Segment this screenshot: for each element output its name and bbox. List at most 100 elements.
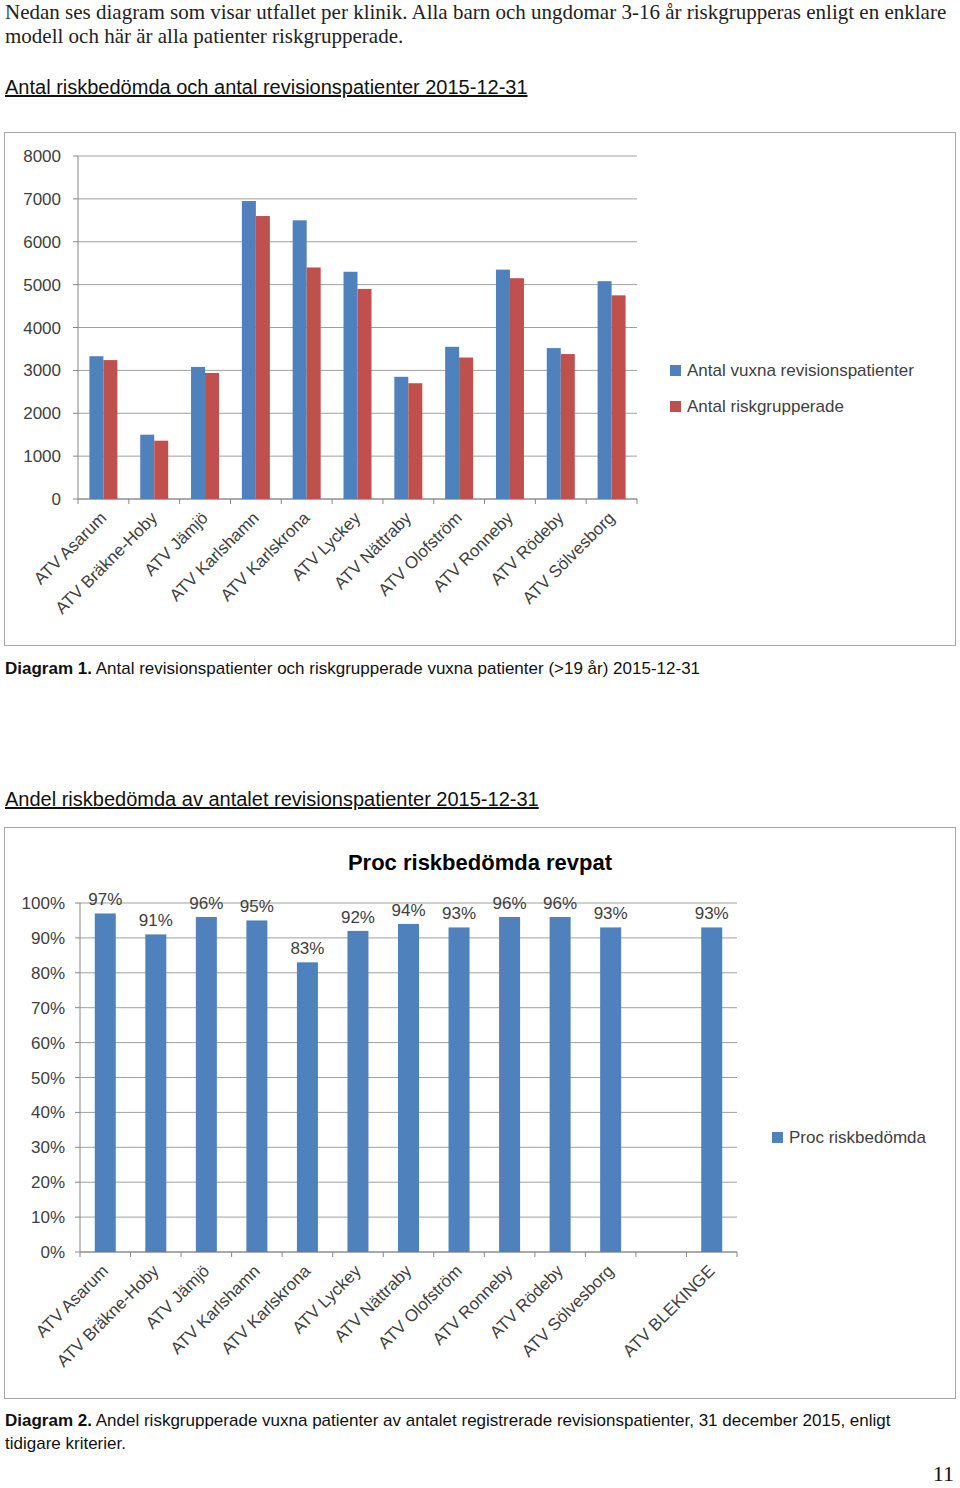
y-tick — [75, 972, 80, 973]
y-tick — [73, 198, 78, 199]
bar — [103, 360, 117, 499]
y-tick — [75, 937, 80, 938]
bar — [347, 931, 368, 1252]
y-tick — [75, 1042, 80, 1043]
bar — [449, 927, 470, 1252]
y-tick — [75, 1007, 80, 1008]
bar — [550, 917, 571, 1252]
bar — [445, 347, 459, 499]
x-tick — [585, 1252, 586, 1257]
y-tick — [73, 241, 78, 242]
caption-text: Andel riskgrupperade vuxna patienter av … — [5, 1411, 891, 1453]
bar — [459, 358, 473, 499]
data-label: 93% — [594, 904, 628, 923]
x-tick-label: ATV BLEKINGE — [619, 1261, 718, 1360]
y-tick — [75, 1112, 80, 1113]
x-tick — [686, 1252, 687, 1257]
bar — [344, 272, 358, 499]
caption: Diagram 1. Antal revisionspatienter och … — [5, 657, 950, 680]
x-tick-label: ATV Sölvesborg — [519, 508, 618, 607]
x-tick-label: ATV Karlshamn — [167, 1261, 264, 1358]
bar — [307, 267, 321, 499]
y-tick — [73, 156, 78, 157]
data-label: 91% — [139, 911, 173, 930]
x-tick — [382, 499, 383, 504]
x-tick — [130, 1252, 131, 1257]
y-tick-label: 70% — [31, 999, 65, 1018]
x-tick — [179, 499, 180, 504]
y-tick — [73, 413, 78, 414]
y-tick-label: 1000 — [23, 447, 61, 466]
grid-line — [78, 198, 637, 199]
bar — [293, 220, 307, 499]
x-tick-label: ATV Karlskrona — [218, 1261, 315, 1358]
y-tick-label: 5000 — [23, 276, 61, 295]
y-tick-label: 100% — [22, 894, 65, 913]
data-label: 96% — [493, 894, 527, 913]
bar — [547, 348, 561, 499]
y-axis — [78, 156, 79, 499]
y-tick — [75, 1217, 80, 1218]
y-tick — [75, 1182, 80, 1183]
y-tick-label: 0% — [40, 1243, 65, 1262]
y-tick — [73, 456, 78, 457]
grid-line — [78, 241, 637, 242]
y-tick-label: 0 — [52, 490, 61, 509]
x-tick — [433, 499, 434, 504]
legend-swatch — [772, 1132, 783, 1143]
x-tick — [80, 1252, 81, 1257]
y-tick — [73, 327, 78, 328]
y-tick-label: 20% — [31, 1173, 65, 1192]
bar — [242, 201, 256, 499]
x-tick — [737, 1252, 738, 1257]
data-label: 92% — [341, 908, 375, 927]
bar — [408, 383, 422, 499]
y-tick-label: 10% — [31, 1208, 65, 1227]
data-label: 96% — [543, 894, 577, 913]
intro-text: Nedan ses diagram som visar utfallet per… — [5, 0, 950, 48]
x-tick — [586, 499, 587, 504]
page-number: 11 — [933, 1462, 954, 1486]
bar — [140, 435, 154, 499]
x-tick — [635, 1252, 636, 1257]
x-tick-label: ATV Karlshamn — [166, 508, 263, 605]
bar — [600, 927, 621, 1252]
y-tick — [75, 903, 80, 904]
bar — [561, 354, 575, 499]
caption-text: Antal revisionspatienter och riskgrupper… — [96, 659, 700, 678]
x-tick — [282, 1252, 283, 1257]
y-tick-label: 6000 — [23, 233, 61, 252]
y-tick — [73, 284, 78, 285]
y-tick-label: 7000 — [23, 190, 61, 209]
bar — [95, 913, 116, 1252]
x-tick — [534, 1252, 535, 1257]
bar — [398, 924, 419, 1252]
x-tick-label: ATV Karlskrona — [217, 508, 314, 605]
data-label: 83% — [290, 939, 324, 958]
chart: 0%10%20%30%40%50%60%70%80%90%100%ATV Asa… — [5, 828, 955, 1398]
x-tick — [281, 499, 282, 504]
y-tick-label: 40% — [31, 1103, 65, 1122]
x-tick — [383, 1252, 384, 1257]
bar — [394, 377, 408, 499]
x-tick — [535, 499, 536, 504]
page: Nedan ses diagram som visar utfallet per… — [0, 0, 960, 1488]
section-heading: Andel riskbedömda av antalet revisionspa… — [5, 786, 539, 812]
bar — [598, 281, 612, 499]
section-heading: Antal riskbedömda och antal revisionspat… — [5, 74, 528, 100]
bar — [196, 917, 217, 1252]
chart-title: Proc riskbedömda revpat — [348, 850, 613, 875]
caption: Diagram 2. Andel riskgrupperade vuxna pa… — [5, 1409, 950, 1455]
y-tick-label: 8000 — [23, 147, 61, 166]
bar — [358, 289, 372, 499]
y-tick-label: 90% — [31, 929, 65, 948]
y-axis — [80, 903, 81, 1252]
y-tick — [75, 1077, 80, 1078]
y-tick — [73, 499, 78, 500]
caption-label: Diagram 1. — [5, 659, 92, 678]
bar — [510, 278, 524, 499]
grid-line — [78, 156, 637, 157]
bar — [154, 441, 168, 499]
x-tick — [230, 499, 231, 504]
x-tick — [484, 1252, 485, 1257]
